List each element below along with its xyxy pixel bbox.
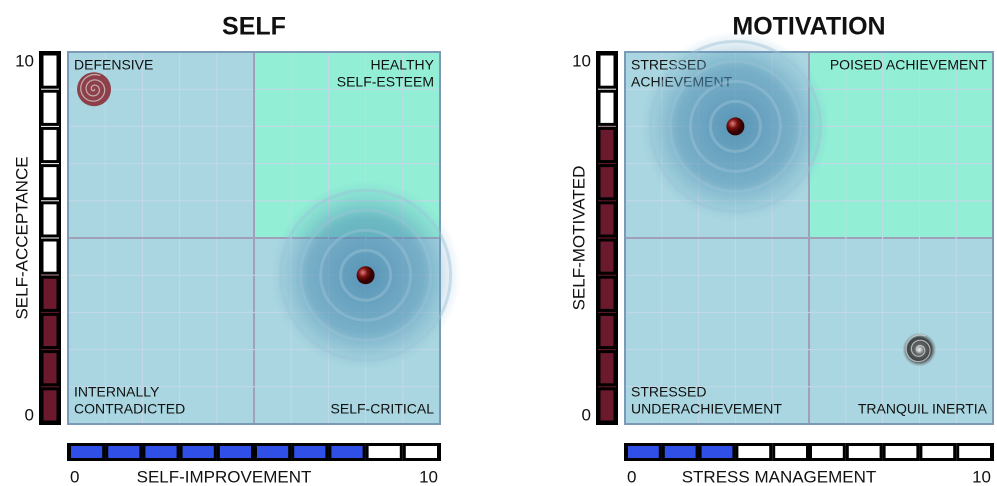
x-bar-segment [661, 443, 699, 461]
x-bar-segment [698, 443, 736, 461]
x-axis-label: STRESS MANAGEMENT [682, 467, 877, 486]
x-bar-fill [625, 443, 736, 461]
halo-ring [648, 39, 822, 213]
quadrant-label: CONTRADICTED [74, 401, 185, 417]
y-bar-segment [40, 89, 60, 126]
y-bar-segment [40, 164, 60, 201]
x-axis-label: SELF-IMPROVEMENT [137, 467, 312, 486]
y-bar-segment [40, 201, 60, 238]
x-bar-segment [142, 443, 180, 461]
quadrant-label: POISED ACHIEVEMENT [830, 57, 988, 73]
x-bar-segment [402, 443, 440, 461]
quadrant-label: HEALTHY [370, 57, 434, 73]
x-tick-label: 10 [419, 467, 438, 486]
chart-title: SELF [222, 13, 286, 41]
spiral-arm [905, 334, 931, 363]
y-bar-segment [597, 52, 617, 89]
y-bar-segment [40, 387, 60, 424]
spiral-arm [80, 73, 106, 102]
halo-ring [668, 59, 802, 193]
y-bar-segment [597, 238, 617, 275]
x-bar-segment [291, 443, 329, 461]
halo-ring [708, 99, 762, 153]
x-bar-segment [772, 443, 810, 461]
x-bar-segment [919, 443, 957, 461]
quadrant-label: UNDERACHIEVEMENT [631, 401, 782, 417]
x-bar-segment [365, 443, 403, 461]
y-axis-label: SELF-ACCEPTANCE [12, 156, 31, 319]
x-bar-segment [179, 443, 217, 461]
x-bar-segment [105, 443, 143, 461]
y-bar-segment [597, 164, 617, 201]
halo-ring [279, 188, 453, 362]
x-bar-segment [845, 443, 883, 461]
y-bar-segment [597, 126, 617, 164]
y-bar-segment [40, 238, 60, 275]
plot-border [624, 51, 994, 425]
halo-ring [688, 79, 782, 173]
quadrant-label: INTERNALLY [74, 384, 160, 400]
x-bar-segment [735, 443, 773, 461]
y-bar-segment [40, 52, 60, 89]
y-bar-segment [597, 312, 617, 350]
y-tick-label: 10 [572, 51, 591, 70]
quadrant-label: STRESSED [631, 384, 706, 400]
x-bar-segment [254, 443, 292, 461]
halo-ring [339, 248, 393, 302]
x-bar-segment [809, 443, 846, 461]
y-bar-segment [597, 350, 617, 387]
y-tick-label: 0 [582, 405, 591, 424]
y-bar-segment [597, 387, 617, 424]
data-point [726, 117, 745, 136]
x-bar-segment [68, 443, 106, 461]
y-tick-label: 0 [25, 405, 34, 424]
y-bar-fill [40, 275, 60, 424]
x-bar-segment [328, 443, 366, 461]
y-bar-segment [40, 126, 60, 164]
quadrant-label: SELF-CRITICAL [331, 401, 435, 417]
x-bar-segment [625, 443, 662, 461]
quadrant-label: TRANQUIL INERTIA [858, 401, 988, 417]
y-bar-segment [597, 275, 617, 312]
x-bar-segment [216, 443, 255, 461]
y-bar-segment [597, 89, 617, 126]
quadrant-label: SELF-ESTEEM [337, 74, 434, 90]
x-tick-label: 10 [972, 467, 991, 486]
spiral-marker [77, 72, 112, 107]
x-bar-segment [956, 443, 994, 461]
y-tick-label: 10 [15, 51, 34, 70]
y-bar-fill [597, 126, 617, 425]
highlight-quadrant [809, 52, 993, 238]
halo-ring [299, 208, 433, 342]
halo-ring [319, 228, 413, 322]
quadrant-label: DEFENSIVE [74, 57, 153, 73]
y-axis-label: SELF-MOTIVATED [569, 166, 588, 311]
spiral-marker [902, 332, 937, 367]
y-bar-segment [40, 312, 60, 350]
x-bar-segment [882, 443, 920, 461]
y-bar-segment [40, 350, 60, 387]
y-bar-segment [40, 275, 60, 312]
y-bar-segment [597, 201, 617, 238]
data-point [356, 266, 375, 285]
x-tick-label: 0 [627, 467, 636, 486]
x-tick-label: 0 [70, 467, 79, 486]
